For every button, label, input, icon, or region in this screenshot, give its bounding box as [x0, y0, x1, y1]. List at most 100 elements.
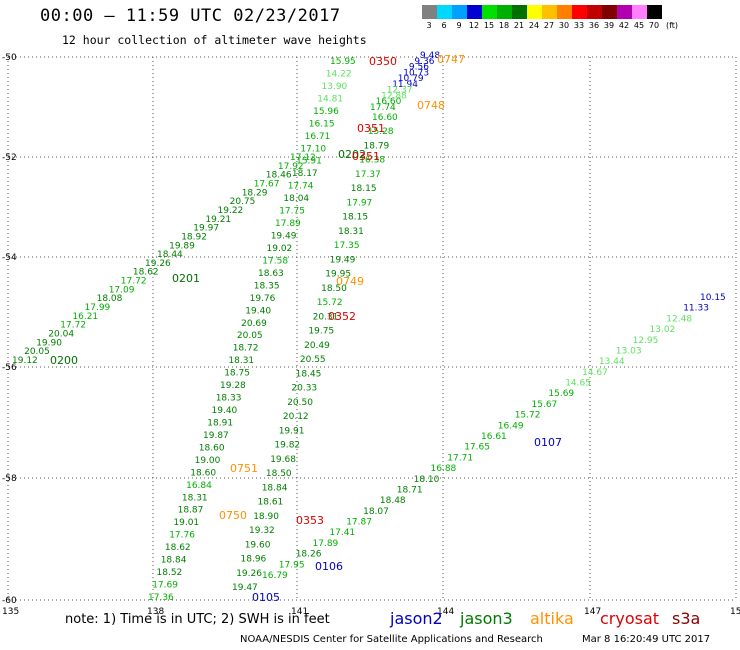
swh-label: 13.44: [599, 357, 625, 367]
swh-label: 10.79: [398, 74, 424, 84]
colorbar-label: 30: [558, 21, 570, 30]
swh-label: 19.32: [249, 526, 275, 536]
swh-label: 19.12: [12, 356, 38, 366]
swh-label: 16.71: [305, 132, 331, 142]
swh-label: 17.92: [278, 162, 304, 172]
swh-label: 18.31: [182, 493, 208, 503]
swh-label: 18.07: [363, 507, 389, 517]
longitude-label: 141: [291, 607, 308, 617]
swh-label: 18.15: [351, 184, 377, 194]
swh-label: 17.97: [347, 199, 373, 209]
colorbar-label: 42: [618, 21, 630, 30]
swh-label: 17.87: [346, 518, 372, 528]
pass-tag: 0352: [328, 310, 356, 323]
colorbar-label: 45: [633, 21, 645, 30]
colorbar-label: 24: [528, 21, 540, 30]
swh-label: 19.21: [205, 215, 231, 225]
swh-label: 18.60: [190, 468, 216, 478]
longitude-label: 144: [437, 607, 454, 617]
swh-label: 12.37: [387, 86, 413, 96]
swh-label: 16.84: [186, 481, 212, 491]
colorbar-swatch: [482, 5, 497, 19]
swh-label: 18.91: [207, 419, 233, 429]
swh-label: 17.72: [121, 277, 147, 287]
swh-label: 17.89: [275, 219, 301, 229]
swh-label: 18.84: [262, 483, 288, 493]
footnote: note: 1) Time is in UTC; 2) SWH is in fe…: [65, 612, 330, 627]
swh-label: 20.05: [237, 331, 263, 341]
swh-label: 14.67: [582, 368, 608, 378]
swh-label: 18.17: [292, 169, 318, 179]
swh-label: 18.61: [258, 498, 284, 508]
swh-label: 12.88: [381, 91, 407, 101]
swh-label: 17.37: [355, 170, 381, 180]
colorbar-label: 36: [588, 21, 600, 30]
swh-label: 19.95: [325, 270, 351, 280]
colorbar-label: 33: [573, 21, 585, 30]
swh-label: 16.49: [498, 421, 524, 431]
swh-label: 18.46: [266, 171, 292, 181]
swh-label: 18.90: [253, 512, 279, 522]
colorbar-swatch: [632, 5, 647, 19]
swh-label: 18.71: [397, 486, 423, 496]
longitude-label: 135: [2, 607, 19, 617]
pass-tag: 0353: [296, 514, 324, 527]
swh-label: 18.08: [97, 294, 123, 304]
swh-label: 19.49: [271, 232, 297, 242]
swh-label: 15.67: [532, 400, 558, 410]
swh-label: 18.15: [342, 213, 368, 223]
swh-label: 18.50: [321, 284, 347, 294]
swh-label: 18.10: [414, 475, 440, 485]
pass-tag: 0106: [315, 560, 343, 573]
swh-label: 12.48: [666, 314, 692, 324]
swh-label: 12.95: [633, 336, 659, 346]
latitude-label: -52: [2, 153, 17, 163]
swh-label: 20.69: [241, 319, 267, 329]
colorbar-swatch: [587, 5, 602, 19]
colorbar-swatch: [647, 5, 662, 19]
swh-label: 19.28: [220, 381, 246, 391]
swh-label: 19.01: [173, 518, 199, 528]
swh-label: 17.71: [447, 453, 473, 463]
swh-label: 11.94: [392, 80, 418, 90]
colorbar-swatch: [557, 5, 572, 19]
pass-tag: 0351: [352, 150, 380, 163]
swh-label: 10.15: [700, 293, 726, 303]
swh-label: 17.67: [254, 180, 280, 190]
swh-label: 19.40: [245, 306, 271, 316]
swh-label: 18.35: [254, 281, 280, 291]
swh-label: 17.12: [290, 153, 316, 163]
swh-label: 17.58: [262, 256, 288, 266]
longitude-label: 138: [147, 607, 164, 617]
swh-label: 9.56: [409, 63, 429, 73]
swh-label: 9.48: [420, 51, 440, 61]
swh-label: 15.72: [515, 411, 541, 421]
map-grid: [7, 56, 737, 601]
colorbar-label: 9: [456, 21, 462, 30]
colorbar-label: 18: [498, 21, 510, 30]
swh-label: 11.33: [683, 304, 709, 314]
swh-label: 16.21: [72, 312, 98, 322]
swh-label: 17.89: [313, 539, 339, 549]
swh-label: 17.95: [279, 560, 305, 570]
legend-altika: altika: [530, 609, 574, 628]
swh-label: 18.79: [364, 142, 390, 152]
colorbar-swatch: [437, 5, 452, 19]
colorbar-swatch: [527, 5, 542, 19]
pass-tag: 0201: [172, 272, 200, 285]
latitude-label: -56: [2, 363, 17, 373]
colorbar-swatch: [452, 5, 467, 19]
swh-label: 17.41: [329, 528, 355, 538]
swh-label: 20.75: [230, 197, 256, 207]
swh-label: 17.10: [300, 144, 326, 154]
swh-label: 18.31: [228, 356, 254, 366]
colorbar-swatch: [512, 5, 527, 19]
colorbar-label: 21: [513, 21, 525, 30]
colorbar-label: 15: [483, 21, 495, 30]
colorbar-swatch: [467, 5, 482, 19]
swh-label: 19.68: [270, 455, 296, 465]
pass-tag: 0751: [230, 462, 258, 475]
swh-label: 16.38: [359, 156, 385, 166]
swh-label: 19.02: [267, 244, 293, 254]
